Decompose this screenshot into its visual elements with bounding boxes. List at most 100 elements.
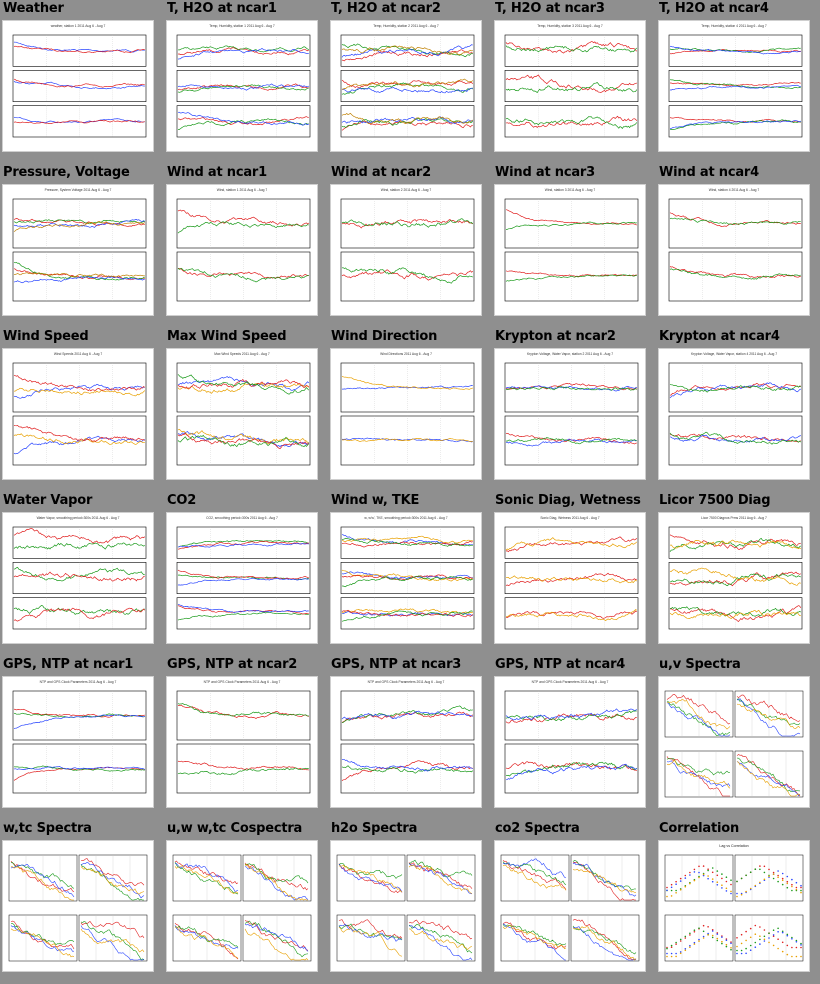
plot-title[interactable]: Pressure, Voltage [3,165,130,180]
plot-tile-u-v-spectra[interactable]: u,v Spectra [656,656,820,820]
plot-title[interactable]: GPS, NTP at ncar3 [331,657,462,672]
plot-title[interactable]: Water Vapor [3,493,93,508]
plot-caption: Krypton Voltage, Water Vapor, station 2 … [527,352,613,356]
plot-tile-gps-ntp-at-ncar3[interactable]: GPS, NTP at ncar3 NTP and GPS Clock Param… [328,656,492,820]
plot-thumbnail[interactable]: Lag vs Correlation [658,840,810,972]
plot-title[interactable]: Weather [3,1,64,16]
plot-tile-wind-direction[interactable]: Wind Direction Wind Directions 2011 Aug 6… [328,328,492,492]
plot-title[interactable]: h2o Spectra [331,821,418,836]
plot-thumbnail[interactable] [166,840,318,972]
plot-title[interactable]: Sonic Diag, Wetness [495,493,641,508]
plot-thumbnail[interactable]: Licor 7500 Diagnos Prms 2011 Aug 6 - Aug… [658,512,810,644]
plot-thumbnail[interactable]: Wind, station 2 2011 Aug 6 - Aug 7 [330,184,482,316]
plot-title[interactable]: GPS, NTP at ncar1 [3,657,134,672]
plot-tile-u-w-w-tc-cospectra[interactable]: u,w w,tc Cospectra [164,820,328,984]
plot-thumbnail[interactable] [330,840,482,972]
plot-thumbnail[interactable]: Wind Speeds 2011 Aug 6 - Aug 7 [2,348,154,480]
correlation-point [707,868,709,870]
plot-title[interactable]: Max Wind Speed [167,329,287,344]
plot-title[interactable]: T, H2O at ncar3 [495,1,605,16]
plot-thumbnail[interactable]: Temp, Humidity, station 4 2011 Aug 6 - A… [658,20,810,152]
plot-tile-t-h2o-at-ncar4[interactable]: T, H2O at ncar4 Temp, Humidity, station 4… [656,0,820,164]
plot-tile-wind-at-ncar1[interactable]: Wind at ncar1 Wind, station 1 2011 Aug 6 … [164,164,328,328]
plot-title[interactable]: Krypton at ncar2 [495,329,616,344]
plot-thumbnail[interactable]: Temp, Humidity, station 3 2011 Aug 6 - A… [494,20,646,152]
correlation-point [711,929,714,931]
plot-thumbnail[interactable]: Wind, station 4 2011 Aug 6 - Aug 7 [658,184,810,316]
plot-title[interactable]: co2 Spectra [495,821,580,836]
plot-tile-t-h2o-at-ncar3[interactable]: T, H2O at ncar3 Temp, Humidity, station 3… [492,0,656,164]
plot-title[interactable]: w,tc Spectra [3,821,92,836]
plot-thumbnail[interactable]: Krypton Voltage, Water Vapor, station 2 … [494,348,646,480]
series-line [13,528,146,544]
plot-tile-gps-ntp-at-ncar4[interactable]: GPS, NTP at ncar4 NTP and GPS Clock Param… [492,656,656,820]
plot-tile-co2[interactable]: CO2 CO2, smoothing period=300s 2011 Aug 6… [164,492,328,656]
plot-title[interactable]: Wind at ncar2 [331,165,431,180]
plot-title[interactable]: T, H2O at ncar4 [659,1,769,16]
correlation-point [786,953,789,956]
plot-title[interactable]: Licor 7500 Diag [659,493,771,508]
correlation-point [693,879,696,882]
plot-title[interactable]: Krypton at ncar4 [659,329,780,344]
series-line [13,607,146,622]
plot-title[interactable]: Wind at ncar3 [495,165,595,180]
plot-tile-w-tc-spectra[interactable]: w,tc Spectra [0,820,164,984]
plot-tile-krypton-at-ncar4[interactable]: Krypton at ncar4 Krypton Voltage, Water V… [656,328,820,492]
plot-title[interactable]: u,w w,tc Cospectra [167,821,303,836]
plot-title[interactable]: T, H2O at ncar2 [331,1,441,16]
plot-thumbnail[interactable] [494,840,646,972]
plot-tile-co2-spectra[interactable]: co2 Spectra [492,820,656,984]
correlation-point [711,867,714,869]
plot-title[interactable]: CO2 [167,493,197,508]
plot-tile-correlation[interactable]: Correlation Lag vs Correlation [656,820,820,984]
plot-title[interactable]: u,v Spectra [659,657,741,672]
plot-tile-licor-7500-diag[interactable]: Licor 7500 Diag Licor 7500 Diagnos Prms 2… [656,492,820,656]
plot-tile-gps-ntp-at-ncar2[interactable]: GPS, NTP at ncar2 NTP and GPS Clock Param… [164,656,328,820]
plot-tile-wind-at-ncar4[interactable]: Wind at ncar4 Wind, station 4 2011 Aug 6 … [656,164,820,328]
plot-tile-wind-at-ncar2[interactable]: Wind at ncar2 Wind, station 2 2011 Aug 6 … [328,164,492,328]
plot-tile-wind-w-tke[interactable]: Wind w, TKE w, w'w', TKE, smoothing perio… [328,492,492,656]
plot-thumbnail[interactable]: Wind, station 1 2011 Aug 6 - Aug 7 [166,184,318,316]
plot-title[interactable]: T, H2O at ncar1 [167,1,277,16]
plot-thumbnail[interactable]: w, w'w', TKE, smoothing period=300s 2011… [330,512,482,644]
plot-thumbnail[interactable]: NTP and GPS Clock Parameters 2011 Aug 6 … [166,676,318,808]
plot-title[interactable]: Wind Speed [3,329,89,344]
plot-thumbnail[interactable] [2,840,154,972]
plot-tile-pressure-voltage[interactable]: Pressure, Voltage Pressure, System Voltag… [0,164,164,328]
plot-tile-krypton-at-ncar2[interactable]: Krypton at ncar2 Krypton Voltage, Water V… [492,328,656,492]
plot-title[interactable]: GPS, NTP at ncar4 [495,657,626,672]
plot-tile-max-wind-speed[interactable]: Max Wind Speed Max Wind Speeds 2011 Aug 6… [164,328,328,492]
plot-tile-h2o-spectra[interactable]: h2o Spectra [328,820,492,984]
plot-tile-t-h2o-at-ncar2[interactable]: T, H2O at ncar2 Temp, Humidity, station 2… [328,0,492,164]
plot-thumbnail[interactable]: Krypton Voltage, Water Vapor, station 4 … [658,348,810,480]
plot-thumbnail[interactable]: Wind, station 3 2011 Aug 6 - Aug 7 [494,184,646,316]
plot-title[interactable]: GPS, NTP at ncar2 [167,657,298,672]
plot-thumbnail[interactable]: NTP and GPS Clock Parameters 2011 Aug 6 … [2,676,154,808]
plot-thumbnail[interactable]: NTP and GPS Clock Parameters 2011 Aug 6 … [494,676,646,808]
plot-title[interactable]: Wind w, TKE [331,493,420,508]
plot-tile-wind-at-ncar3[interactable]: Wind at ncar3 Wind, station 3 2011 Aug 6 … [492,164,656,328]
plot-thumbnail[interactable]: Wind Directions 2011 Aug 6 - Aug 7 [330,348,482,480]
plot-tile-water-vapor[interactable]: Water Vapor Water Vapor, smoothing period… [0,492,164,656]
plot-title[interactable]: Correlation [659,821,739,836]
plot-title[interactable]: Wind Direction [331,329,438,344]
plot-title[interactable]: Wind at ncar1 [167,165,267,180]
plot-tile-sonic-diag-wetness[interactable]: Sonic Diag, Wetness Sonic Diag, Wetness 2… [492,492,656,656]
plot-thumbnail[interactable]: CO2, smoothing period=300s 2011 Aug 6 - … [166,512,318,644]
plot-tile-weather[interactable]: Weather weather, station 1 2011 Aug 6 - A… [0,0,164,164]
plot-thumbnail[interactable] [658,676,810,808]
plot-thumbnail[interactable]: Pressure, System Voltage 2011 Aug 6 - Au… [2,184,154,316]
plot-thumbnail[interactable]: Water Vapor, smoothing period=300s 2011 … [2,512,154,644]
plot-thumbnail[interactable]: Sonic Diag, Wetness 2011 Aug 6 - Aug 7 [494,512,646,644]
plot-tile-wind-speed[interactable]: Wind Speed Wind Speeds 2011 Aug 6 - Aug 7 [0,328,164,492]
plot-tile-gps-ntp-at-ncar1[interactable]: GPS, NTP at ncar1 NTP and GPS Clock Param… [0,656,164,820]
plot-thumbnail[interactable]: Temp, Humidity, station 2 2011 Aug 6 - A… [330,20,482,152]
plot-title[interactable]: Wind at ncar4 [659,165,759,180]
plot-thumbnail[interactable]: NTP and GPS Clock Parameters 2011 Aug 6 … [330,676,482,808]
correlation-point [777,931,779,933]
series-line [669,434,801,443]
plot-thumbnail[interactable]: Max Wind Speeds 2011 Aug 6 - Aug 7 [166,348,318,480]
plot-thumbnail[interactable]: weather, station 1 2011 Aug 6 - Aug 7 [2,20,154,152]
plot-thumbnail[interactable]: Temp, Humidity, station 1 2011 Aug 6 - A… [166,20,318,152]
plot-tile-t-h2o-at-ncar1[interactable]: T, H2O at ncar1 Temp, Humidity, station 1… [164,0,328,164]
